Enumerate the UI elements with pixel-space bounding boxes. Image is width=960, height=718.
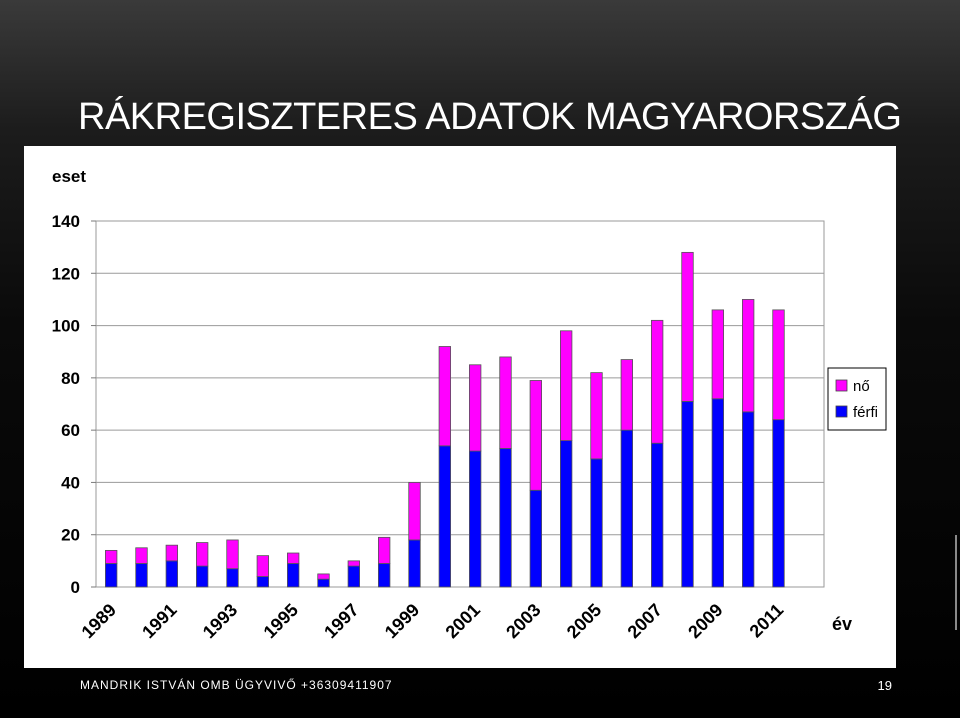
bar-ferfi-1998 — [378, 563, 391, 588]
x-tick-label: 1999 — [381, 600, 423, 642]
x-tick-label: 2009 — [684, 600, 726, 642]
x-axis-label: év — [832, 614, 852, 634]
bar-ferfi-1994 — [256, 576, 269, 588]
bar-no-2009 — [711, 309, 724, 400]
slide-edge-line — [955, 535, 957, 630]
bar-ferfi-2003 — [529, 489, 542, 588]
page-number: 19 — [877, 678, 892, 693]
bar-no-2001 — [469, 364, 482, 452]
bar-ferfi-1995 — [287, 563, 300, 588]
slide-footer: MANDRIK ISTVÁN OMB ÜGYVIVŐ +36309411907 — [80, 678, 393, 692]
bar-ferfi-2008 — [681, 400, 694, 588]
bar-ferfi-2009 — [711, 398, 724, 588]
bar-no-1996 — [317, 573, 330, 580]
plot-area — [95, 220, 825, 588]
bar-no-1992 — [196, 542, 209, 567]
x-tick-label: 1989 — [78, 600, 120, 642]
bar-no-1990 — [135, 547, 148, 564]
y-tick-label: 0 — [71, 578, 80, 597]
bar-no-1998 — [378, 536, 391, 564]
legend-label-0: nő — [853, 378, 870, 395]
bar-no-1993 — [226, 539, 239, 570]
bar-ferfi-1991 — [165, 560, 178, 588]
y-tick-label: 140 — [52, 212, 80, 231]
y-tick-label: 40 — [61, 473, 80, 492]
bar-no-1997 — [347, 560, 360, 567]
bar-ferfi-2000 — [438, 445, 451, 588]
x-tick-label: 2003 — [502, 600, 544, 642]
y-tick-label: 60 — [61, 421, 80, 440]
x-tick-label: 1997 — [320, 600, 362, 642]
bar-ferfi-1997 — [347, 565, 360, 588]
bar-no-2000 — [438, 346, 451, 447]
stacked-bar-chart: 0 20 40 60 80 100 120 140 eset 1989 1991 1993 1995 19… — [52, 167, 887, 642]
bar-no-1995 — [287, 552, 300, 564]
bar-no-2004 — [560, 330, 573, 442]
x-tick-label: 2001 — [442, 600, 484, 642]
bar-no-2003 — [529, 380, 542, 491]
legend-box — [827, 367, 887, 431]
bar-ferfi-1993 — [226, 568, 239, 588]
bar-ferfi-2006 — [620, 429, 633, 588]
bar-ferfi-2005 — [590, 458, 603, 588]
y-tick-label: 100 — [52, 317, 80, 336]
x-tick-label: 2007 — [624, 600, 666, 642]
y-tick-label: 120 — [52, 264, 80, 283]
bar-no-2008 — [681, 251, 694, 402]
y-axis-label: eset — [52, 167, 86, 186]
bar-ferfi-1989 — [105, 563, 118, 588]
bar-no-1991 — [165, 544, 178, 562]
bar-ferfi-2010 — [742, 411, 755, 588]
bar-ferfi-1999 — [408, 539, 421, 588]
legend-label-1: férfi — [853, 404, 878, 421]
bar-no-2005 — [590, 372, 603, 460]
x-tick-label: 1993 — [199, 600, 241, 642]
bar-ferfi-2007 — [651, 442, 664, 588]
x-tick-label: 2011 — [746, 600, 788, 642]
bar-no-1989 — [105, 549, 118, 564]
bar-no-2010 — [742, 299, 755, 413]
bar-ferfi-1992 — [196, 565, 209, 588]
bar-ferfi-2004 — [560, 440, 573, 588]
y-tick-label: 20 — [61, 526, 80, 545]
bar-no-1994 — [256, 555, 269, 577]
bar-no-2007 — [651, 319, 664, 444]
bar-ferfi-2001 — [469, 450, 482, 588]
bar-ferfi-2002 — [499, 448, 512, 588]
bar-ferfi-1996 — [317, 578, 330, 588]
legend-swatch-0 — [835, 379, 848, 392]
bar-no-2006 — [620, 359, 633, 431]
x-tick-label: 2005 — [563, 600, 605, 642]
bar-no-2011 — [772, 309, 785, 421]
bar-no-2002 — [499, 356, 512, 449]
slide-title: RÁKREGISZTERES ADATOK MAGYARORSZÁG — [78, 96, 902, 138]
chart-panel: 0 20 40 60 80 100 120 140 eset 1989 1991 1993 1995 19… — [24, 146, 896, 668]
bar-ferfi-2011 — [772, 419, 785, 588]
y-tick-label: 80 — [61, 369, 80, 388]
x-tick-label: 1991 — [138, 600, 180, 642]
legend-swatch-1 — [835, 405, 848, 418]
x-tick-label: 1995 — [260, 600, 302, 642]
bar-no-1999 — [408, 482, 421, 541]
bar-ferfi-1990 — [135, 563, 148, 588]
